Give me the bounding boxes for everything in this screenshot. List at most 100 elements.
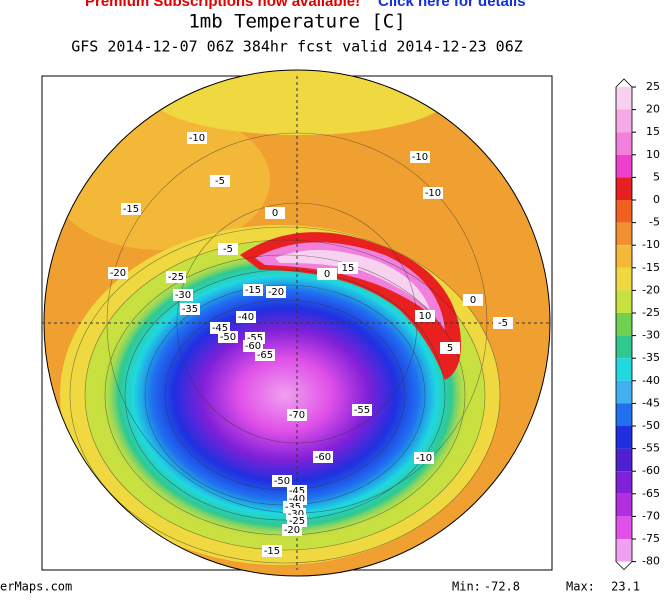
colorbar-label: -70 [642, 509, 660, 522]
colorbar-label: 20 [646, 103, 660, 116]
contour-label-bg [317, 268, 337, 280]
contour-label: -50 [220, 332, 236, 343]
contour-label: -30 [288, 509, 304, 520]
contour-label-bg [265, 207, 285, 219]
contour-label-bg [440, 342, 460, 354]
contour-label-bg [463, 294, 483, 306]
contour-label-bg [108, 267, 128, 279]
contour-label-bg [352, 404, 372, 416]
colorbar-label: 5 [653, 170, 660, 183]
colorbar-swatch [616, 426, 632, 449]
colorbar-swatch [616, 403, 632, 426]
contour-label: 10 [419, 311, 432, 322]
contour-label-bg [218, 331, 238, 343]
site: erMaps.com [0, 580, 72, 594]
contour-label-bg [255, 349, 275, 361]
title: 1mb Temperature [C] [188, 11, 405, 33]
colorbar-label: -45 [642, 396, 660, 409]
contour-label: -70 [289, 410, 305, 421]
colorbar-swatch [616, 516, 632, 539]
field [150, 70, 450, 135]
colorbar-swatch [616, 87, 632, 110]
colorbar-label: 0 [653, 193, 660, 206]
contour-label: -5 [215, 176, 225, 187]
contour-label: -35 [285, 502, 301, 513]
contour-label-bg [187, 132, 207, 144]
warm-band [275, 249, 430, 310]
colorbar-label: 25 [646, 80, 660, 93]
contour-label-bg [282, 524, 302, 536]
contour-label-bg [236, 311, 256, 323]
colorbar-swatch [616, 335, 632, 359]
colorbar-swatch [616, 493, 632, 517]
contour-label: -45 [289, 486, 305, 497]
contour-label-bg [218, 243, 238, 255]
colorbar-swatch [616, 267, 632, 291]
colorbar-label: -40 [642, 374, 660, 387]
colorbar-label: -10 [642, 238, 660, 251]
contour-label: -20 [284, 525, 300, 536]
max-label: Max: [566, 580, 595, 594]
contour-label-bg [287, 409, 307, 421]
map [41, 69, 553, 577]
contour-label: -10 [189, 133, 205, 144]
contour-label-bg [243, 284, 263, 296]
colorbar-swatch [616, 380, 632, 404]
warm-band [255, 242, 445, 330]
colorbar-label: -65 [642, 487, 660, 500]
min-value: -72.8 [484, 580, 520, 594]
contour-label-bg [423, 187, 443, 199]
banner[interactable]: Premium Subscriptions now available! [85, 0, 360, 10]
contour-label: -5 [498, 318, 508, 329]
contour-label: 0 [272, 208, 278, 219]
colorbar-swatch [616, 177, 632, 200]
colorbar-label: -5 [649, 216, 660, 229]
contour-label-bg [313, 451, 333, 463]
colorbar-label: -25 [642, 306, 660, 319]
colorbar-label: -30 [642, 329, 660, 342]
contour-label: -10 [425, 188, 441, 199]
contour-label-bg [121, 203, 141, 215]
colorbar-swatch [616, 154, 632, 178]
subtitle: GFS 2014-12-07 06Z 384hr fcst valid 2014… [71, 38, 523, 56]
colorbar-label: -20 [642, 283, 660, 296]
colorbar-swatch [616, 313, 632, 336]
contour-label: -20 [110, 268, 126, 279]
contour-label: -15 [123, 204, 139, 215]
colorbar-swatch [616, 132, 632, 155]
contour-label: -40 [289, 494, 305, 505]
contour-label: -30 [175, 290, 191, 301]
contour-label-bg [414, 452, 434, 464]
colorbar-label: 15 [646, 125, 660, 138]
contour-label: -40 [238, 312, 254, 323]
colorbar-swatch [616, 471, 632, 494]
contour-label-bg [410, 151, 430, 163]
colorbar-swatch [616, 245, 632, 268]
contour-label-bg [180, 303, 200, 315]
contour-label: -15 [264, 546, 280, 557]
contour-label: -50 [274, 476, 290, 487]
contour-label-bg [173, 289, 193, 301]
contour-label: -45 [212, 323, 228, 334]
contour-label-bg [415, 310, 435, 322]
banner-link[interactable]: Click here for details [378, 0, 526, 10]
colorbar-label: -55 [642, 442, 660, 455]
contour-label: 15 [342, 263, 355, 274]
contour-label: -20 [268, 287, 284, 298]
colorbar-swatch [616, 109, 632, 133]
max-value: 23.1 [611, 580, 640, 594]
colorbar-label: 10 [646, 148, 660, 161]
contour-label: -60 [245, 341, 261, 352]
colorbar-swatch [616, 290, 632, 313]
contour-label: -15 [245, 285, 261, 296]
colorbar-label: -80 [642, 555, 660, 568]
contour-label: 5 [447, 343, 453, 354]
contour-label-bg [166, 271, 186, 283]
colorbar-label: -60 [642, 464, 660, 477]
contour-label: 0 [324, 269, 330, 280]
colorbar-label: -50 [642, 419, 660, 432]
contour-label: -55 [354, 405, 370, 416]
contour-label: -10 [412, 152, 428, 163]
contour-label-bg [272, 475, 292, 487]
